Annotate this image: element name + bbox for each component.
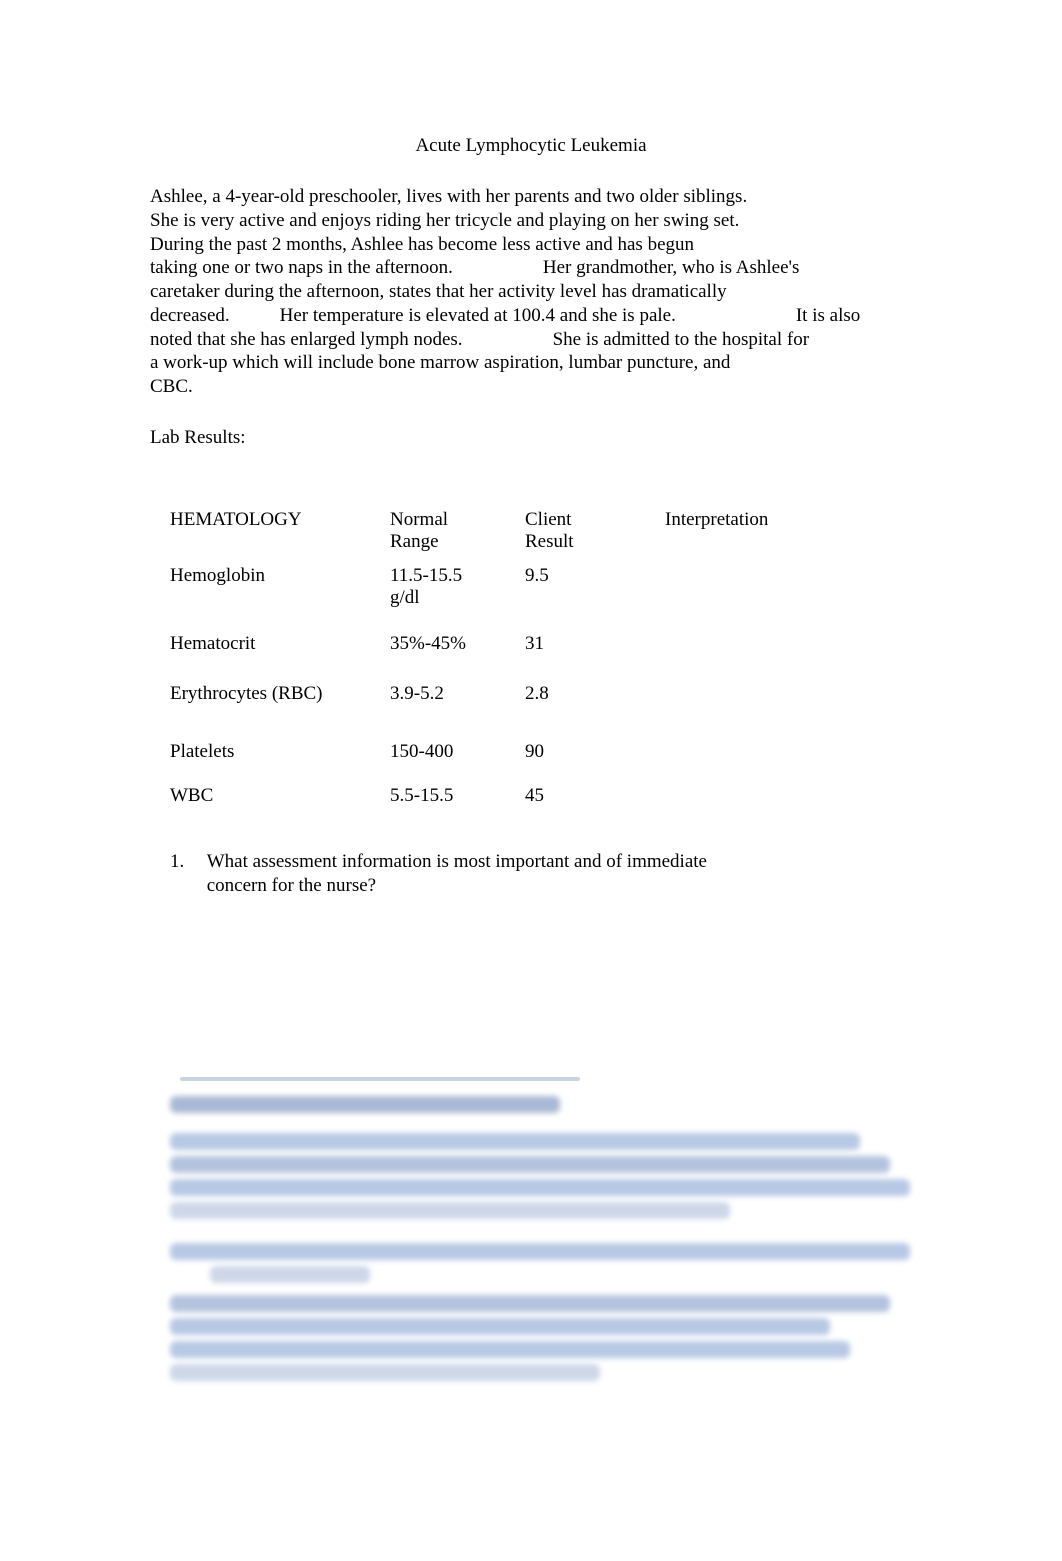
row-name: Platelets bbox=[170, 713, 390, 771]
hematology-table: HEMATOLOGY Normal Range Client Result In… bbox=[170, 509, 825, 815]
case-line: During the past 2 months, Ashlee has bec… bbox=[150, 234, 694, 255]
case-line: She is very active and enjoys riding her… bbox=[150, 210, 739, 231]
header-client-result: Client Result bbox=[525, 509, 665, 555]
row-name: Erythrocytes (RBC) bbox=[170, 669, 390, 713]
table-row: WBC 5.5-15.5 45 bbox=[170, 771, 825, 815]
case-line: noted that she has enlarged lymph nodes. bbox=[150, 329, 463, 350]
case-line: She is admitted to the hospital for bbox=[553, 329, 809, 350]
case-line: caretaker during the afternoon, states t… bbox=[150, 281, 727, 302]
row-result: 90 bbox=[525, 713, 665, 771]
blurred-text-line bbox=[170, 1202, 730, 1219]
question-text: What assessment information is most impo… bbox=[207, 850, 807, 898]
row-interp bbox=[665, 669, 825, 713]
blurred-text-line bbox=[170, 1318, 830, 1335]
blurred-text-line bbox=[170, 1341, 850, 1358]
question-item: 1. What assessment information is most i… bbox=[170, 850, 912, 898]
case-line: taking one or two naps in the afternoon. bbox=[150, 257, 453, 278]
header-interpretation: Interpretation bbox=[665, 509, 825, 555]
document-page: Acute Lymphocytic Leukemia Ashlee, a 4-y… bbox=[0, 0, 1062, 1447]
case-line: Her grandmother, who is Ashlee's bbox=[543, 257, 799, 278]
row-result: 31 bbox=[525, 623, 665, 669]
question-number: 1. bbox=[170, 850, 202, 874]
blurred-content-region bbox=[170, 1077, 912, 1381]
table-header-row: HEMATOLOGY Normal Range Client Result In… bbox=[170, 509, 825, 555]
blurred-text-line bbox=[170, 1096, 560, 1113]
blurred-text-line bbox=[170, 1156, 890, 1173]
row-interp bbox=[665, 623, 825, 669]
case-line: a work-up which will include bone marrow… bbox=[150, 352, 730, 373]
row-result: 45 bbox=[525, 771, 665, 815]
row-result: 2.8 bbox=[525, 669, 665, 713]
case-paragraph: Ashlee, a 4-year-old preschooler, lives … bbox=[150, 185, 912, 399]
blurred-text-line bbox=[170, 1179, 910, 1196]
blurred-separator bbox=[180, 1077, 580, 1081]
blurred-text-line bbox=[170, 1243, 910, 1260]
case-line: Her temperature is elevated at 100.4 and… bbox=[280, 305, 676, 326]
blurred-text-line bbox=[210, 1266, 370, 1283]
row-range: 150-400 bbox=[390, 713, 525, 771]
row-range: 5.5-15.5 bbox=[390, 771, 525, 815]
case-line: decreased. bbox=[150, 305, 230, 326]
document-title: Acute Lymphocytic Leukemia bbox=[150, 135, 912, 157]
table-row: Hematocrit 35%-45% 31 bbox=[170, 623, 825, 669]
row-name: Hematocrit bbox=[170, 623, 390, 669]
row-range: 3.9-5.2 bbox=[390, 669, 525, 713]
blurred-text-line bbox=[170, 1133, 860, 1150]
header-normal-range: Normal Range bbox=[390, 509, 525, 555]
table-row: Erythrocytes (RBC) 3.9-5.2 2.8 bbox=[170, 669, 825, 713]
blurred-text-line bbox=[170, 1295, 890, 1312]
row-name: WBC bbox=[170, 771, 390, 815]
row-interp bbox=[665, 713, 825, 771]
row-range: 35%-45% bbox=[390, 623, 525, 669]
case-line: CBC. bbox=[150, 376, 193, 397]
row-name: Hemoglobin bbox=[170, 555, 390, 623]
table-row: Platelets 150-400 90 bbox=[170, 713, 825, 771]
case-line: Ashlee, a 4-year-old preschooler, lives … bbox=[150, 186, 747, 207]
case-line: It is also bbox=[796, 305, 860, 326]
row-range: 11.5-15.5 g/dl bbox=[390, 555, 525, 623]
row-interp bbox=[665, 555, 825, 623]
row-interp bbox=[665, 771, 825, 815]
row-result: 9.5 bbox=[525, 555, 665, 623]
lab-results-label: Lab Results: bbox=[150, 427, 912, 449]
blurred-text-line bbox=[170, 1364, 600, 1381]
header-hematology: HEMATOLOGY bbox=[170, 509, 390, 555]
table-row: Hemoglobin 11.5-15.5 g/dl 9.5 bbox=[170, 555, 825, 623]
